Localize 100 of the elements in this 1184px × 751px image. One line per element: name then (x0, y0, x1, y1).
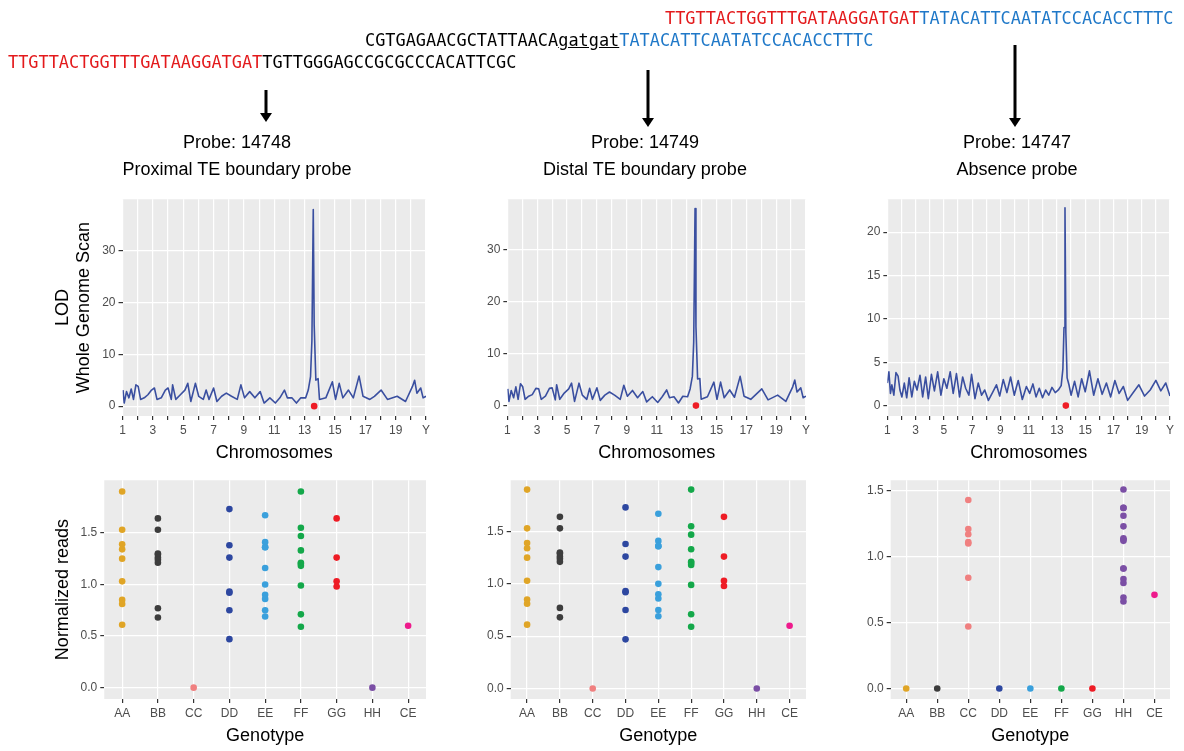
x-tick-label: EE (257, 705, 274, 720)
x-tick-label: 11 (650, 422, 664, 437)
chart-title: Probe: 14748 (182, 131, 292, 152)
x-tick-label: 5 (940, 422, 948, 437)
x-axis-title: Chromosomes (215, 442, 333, 463)
x-tick-label: 5 (179, 422, 187, 437)
x-tick-label: 15 (1078, 422, 1093, 437)
x-tick-label: BB (149, 705, 166, 720)
x-tick-label: 17 (739, 422, 754, 437)
x-tick-label: 5 (563, 422, 571, 437)
y-tick-label: 1.5 (866, 483, 884, 498)
text: TATACATTCAATATCCACACCTTTC (919, 8, 1174, 28)
y-axis-title: Normalized reads (51, 519, 72, 661)
chart-title: Probe: 14747 (962, 131, 1072, 152)
x-axis-title: Chromosomes (598, 442, 716, 463)
x-tick-label: EE (650, 705, 667, 720)
x-tick-label: 7 (968, 422, 976, 437)
x-tick-label: 19 (769, 422, 784, 437)
chart-subtitle: Absence probe (956, 159, 1078, 180)
x-tick-label: 7 (210, 422, 218, 437)
text: gatgat (558, 30, 620, 50)
y-tick-label: 0 (108, 398, 116, 413)
y-tick-label: 10 (102, 346, 116, 361)
text: TGTTGGGAGCCGCGCCCACATTCGC (262, 52, 517, 72)
x-tick-label: DD (616, 705, 635, 720)
x-axis-title: Genotype (619, 725, 698, 746)
x-axis-title: Genotype (991, 725, 1070, 746)
x-axis-title: Genotype (226, 725, 305, 746)
x-tick-label: 3 (912, 422, 920, 437)
x-tick-label: CC (959, 705, 978, 720)
x-tick-label: AA (519, 705, 536, 720)
y-tick-label: 10 (866, 311, 881, 326)
x-tick-label: DD (990, 705, 1009, 720)
x-tick-label: 11 (268, 422, 281, 437)
x-tick-label: 1 (119, 422, 127, 437)
y-tick-label: 0.0 (486, 680, 504, 695)
x-tick-label: 15 (709, 422, 724, 437)
y-tick-label: 20 (486, 293, 501, 308)
x-tick-label: 13 (297, 422, 312, 437)
x-tick-label: 19 (388, 422, 403, 437)
y-tick-label: 0.5 (80, 628, 98, 643)
y-tick-label: 0 (493, 397, 501, 412)
y-tick-label: 30 (486, 241, 501, 256)
x-tick-label: DD (220, 705, 239, 720)
x-tick-label: BB (551, 705, 568, 720)
x-tick-label: BB (929, 705, 946, 720)
y-tick-label: 30 (102, 242, 116, 257)
x-tick-label: FF (683, 705, 699, 720)
text: CGTGAGAACGCTATTAACA (365, 30, 559, 50)
x-tick-label: 1 (884, 422, 891, 437)
x-tick-label: 9 (997, 422, 1005, 437)
x-tick-label: 11 (1022, 422, 1036, 437)
x-tick-label: CE (1146, 705, 1163, 720)
x-tick-label: HH (748, 705, 766, 720)
x-tick-label: 1 (504, 422, 511, 437)
y-tick-label: 0.5 (866, 614, 884, 629)
x-tick-label: CE (399, 705, 417, 720)
x-tick-label: 7 (593, 422, 601, 437)
x-tick-label: GG (714, 705, 734, 720)
x-tick-label: 3 (533, 422, 541, 437)
x-tick-label: FF (293, 705, 309, 720)
y-tick-label: 1.0 (486, 576, 504, 591)
x-tick-label: CC (584, 705, 602, 720)
x-tick-label: Y (1165, 422, 1175, 437)
x-axis-title: Chromosomes (970, 442, 1088, 463)
x-tick-label: EE (1022, 705, 1039, 720)
y-axis-title: LOD Whole Genome Scan (51, 222, 94, 394)
y-tick-label: 1.5 (486, 523, 504, 538)
y-tick-label: 20 (866, 224, 881, 239)
x-tick-label: 19 (1135, 422, 1149, 437)
x-tick-label: CC (184, 705, 203, 720)
y-tick-label: 1.5 (80, 525, 98, 540)
x-tick-label: HH (363, 705, 382, 720)
y-tick-label: 20 (102, 294, 116, 309)
y-tick-label: 1.0 (80, 576, 98, 591)
x-tick-label: GG (327, 705, 346, 720)
x-tick-label: AA (898, 705, 915, 720)
chart-subtitle: Proximal TE boundary probe (122, 159, 352, 180)
y-tick-label: 10 (486, 345, 501, 360)
x-tick-label: CE (781, 705, 798, 720)
y-tick-label: 15 (866, 267, 881, 282)
x-tick-label: 17 (358, 422, 373, 437)
text: TTGTTACTGGTTTGATAAGGATGAT (8, 52, 263, 72)
y-tick-label: 0 (873, 397, 881, 412)
text: TTGTTACTGGTTTGATAAGGATGAT (665, 8, 920, 28)
x-tick-label: Y (421, 422, 431, 437)
y-tick-label: 0.0 (80, 679, 98, 694)
x-tick-label: AA (114, 705, 131, 720)
x-tick-label: Y (801, 422, 811, 437)
x-tick-label: 9 (240, 422, 248, 437)
x-tick-label: GG (1083, 705, 1102, 720)
chart-subtitle: Distal TE boundary probe (543, 159, 747, 180)
x-tick-label: 13 (1050, 422, 1064, 437)
y-tick-label: 1.0 (866, 548, 884, 563)
x-tick-label: 17 (1106, 422, 1121, 437)
text: TATACATTCAATATCCACACCTTTC (619, 30, 874, 50)
chart-title: Probe: 14749 (590, 131, 700, 152)
x-tick-label: 3 (149, 422, 157, 437)
x-tick-label: HH (1114, 705, 1133, 720)
y-tick-label: 5 (873, 354, 881, 369)
